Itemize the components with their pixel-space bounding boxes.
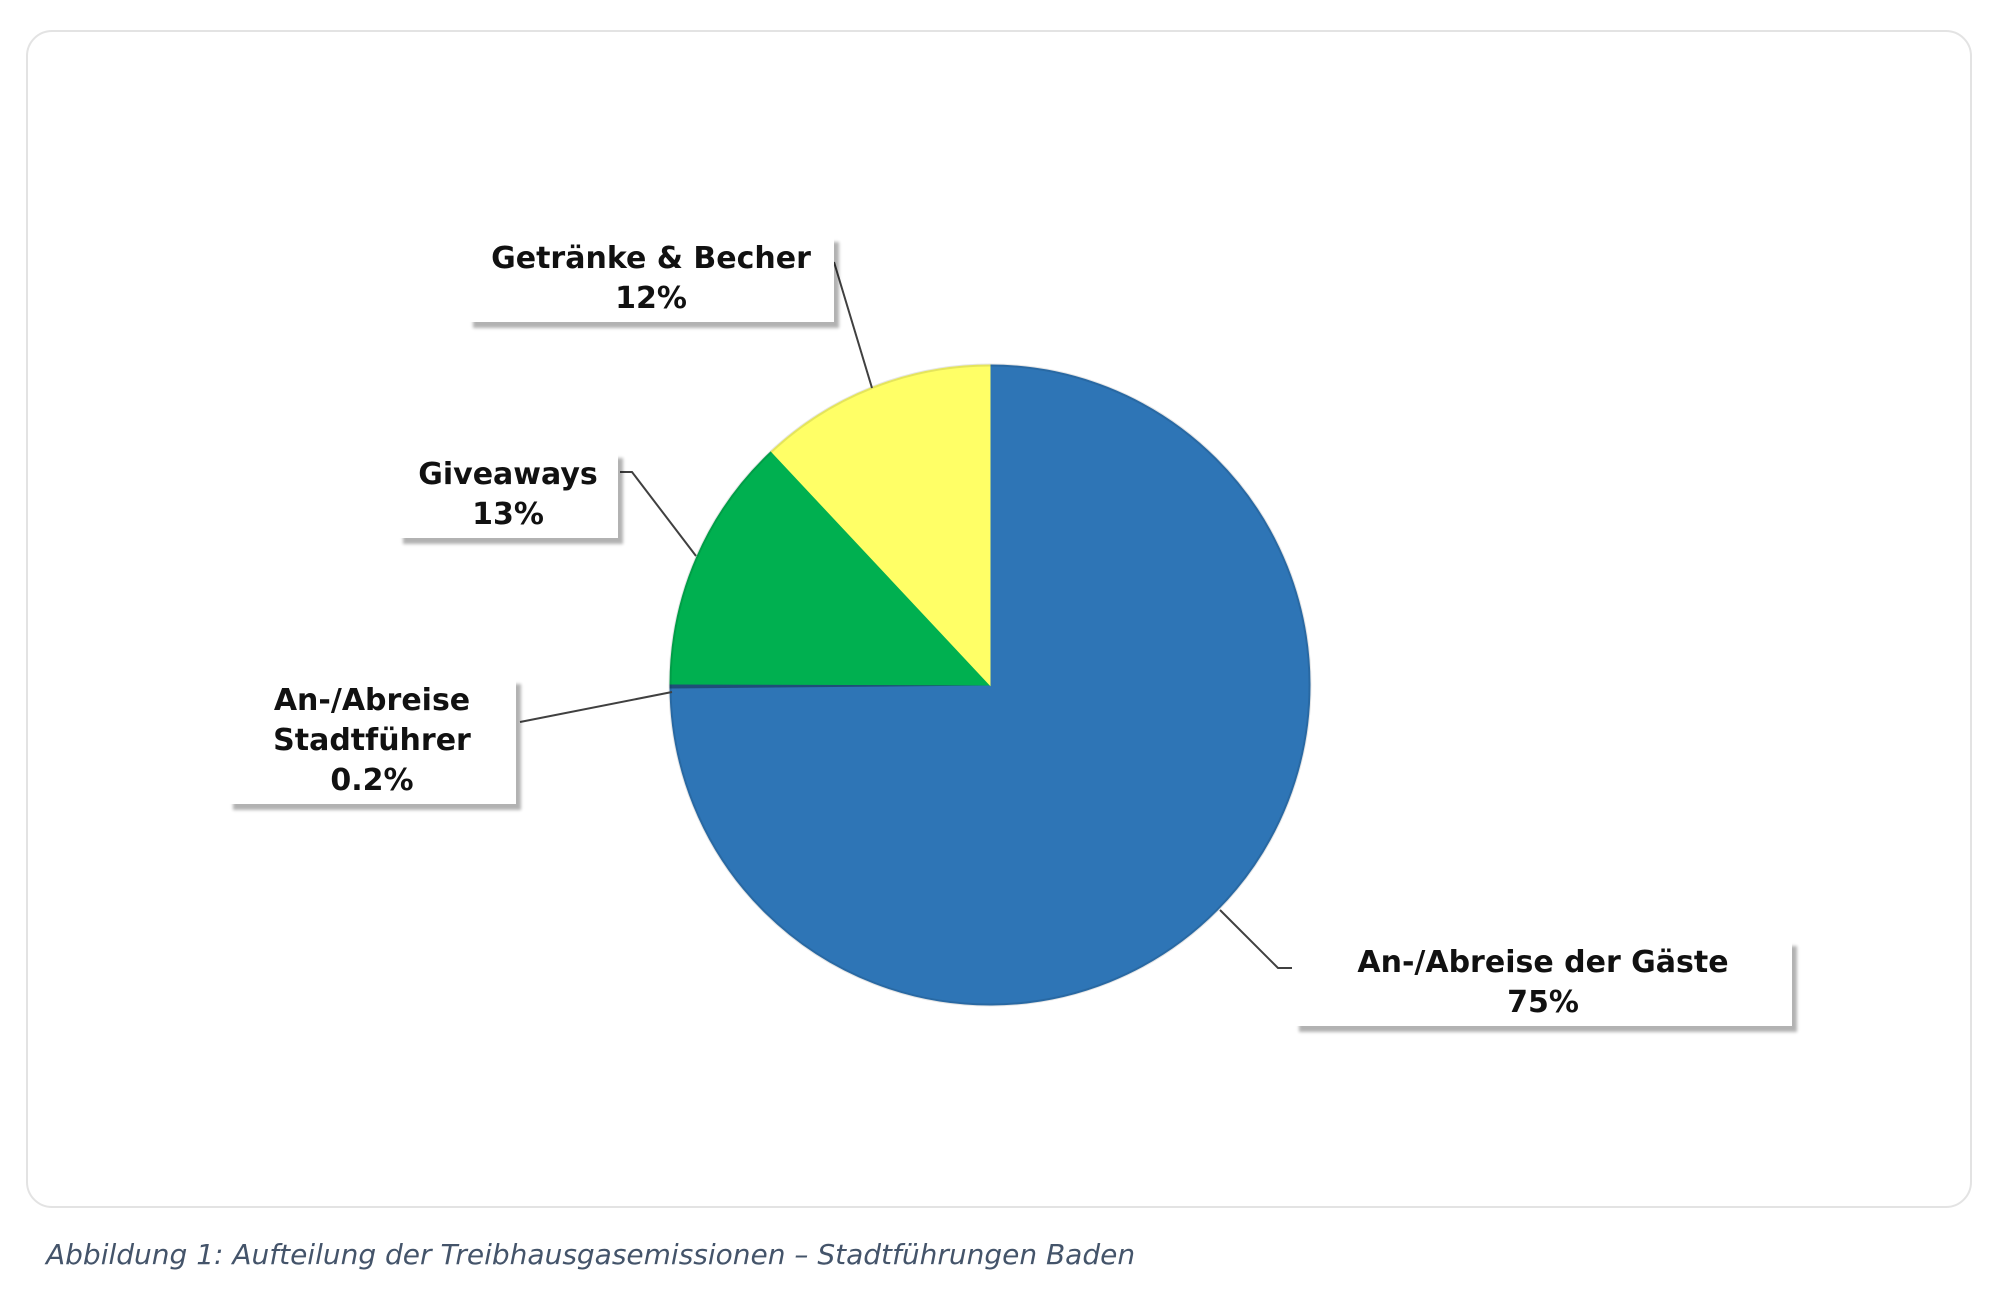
leader-line-gaeste bbox=[1219, 909, 1292, 969]
leader-line-giveaways bbox=[620, 471, 697, 557]
pie-slice-giveaways bbox=[669, 450, 992, 686]
callout-getraenke-becher: Getränke & Becher 12% bbox=[468, 236, 834, 322]
pie-slices bbox=[668, 363, 1312, 1007]
callout-getraenke-label: Getränke & Becher bbox=[491, 241, 811, 276]
leader-line-getraenke bbox=[833, 261, 873, 389]
pie-rim bbox=[668, 363, 1312, 1007]
callout-giveaways-label: Giveaways bbox=[418, 457, 598, 492]
pie-slice-gaeste bbox=[669, 364, 1311, 1006]
callout-stadtfuehrer-value: 0.2% bbox=[330, 763, 414, 798]
callout-stadtfuehrer-label-1: An-/Abreise bbox=[273, 683, 471, 718]
callout-stadtfuehrer: An-/Abreise Stadtführer 0.2% bbox=[228, 678, 516, 804]
callout-gaeste-value: 75% bbox=[1507, 985, 1579, 1020]
callout-stadtfuehrer-label-2: Stadtführer bbox=[273, 723, 471, 758]
callout-gaeste-label: An-/Abreise der Gäste bbox=[1357, 945, 1729, 980]
figure-caption: Abbildung 1: Aufteilung der Treibhausgas… bbox=[46, 1238, 1136, 1271]
leader-lines bbox=[519, 261, 1292, 969]
callout-gaeste: An-/Abreise der Gäste 75% bbox=[1294, 940, 1792, 1026]
callout-getraenke-value: 12% bbox=[615, 281, 687, 316]
leader-line-stadtfuehrer bbox=[519, 691, 673, 723]
callout-giveaways: Giveaways 13% bbox=[398, 452, 618, 538]
callout-giveaways-value: 13% bbox=[472, 497, 544, 532]
